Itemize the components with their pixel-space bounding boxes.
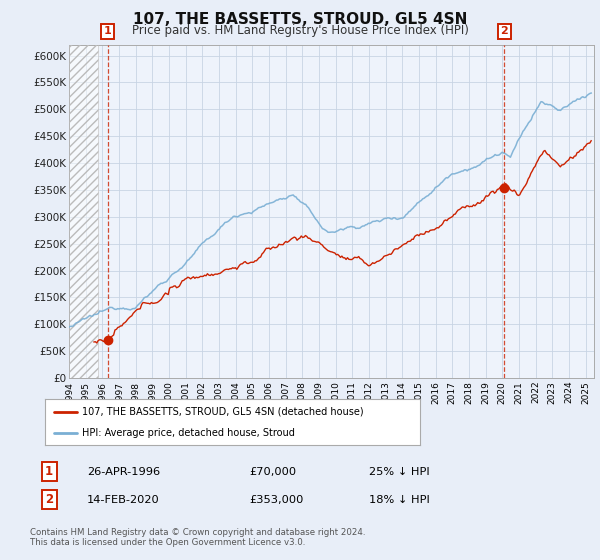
Text: 2: 2 — [500, 26, 508, 36]
Text: 1: 1 — [45, 465, 53, 478]
Text: 14-FEB-2020: 14-FEB-2020 — [87, 494, 160, 505]
Text: 107, THE BASSETTS, STROUD, GL5 4SN (detached house): 107, THE BASSETTS, STROUD, GL5 4SN (deta… — [83, 407, 364, 417]
Text: Contains HM Land Registry data © Crown copyright and database right 2024.
This d: Contains HM Land Registry data © Crown c… — [30, 528, 365, 547]
Text: 107, THE BASSETTS, STROUD, GL5 4SN: 107, THE BASSETTS, STROUD, GL5 4SN — [133, 12, 467, 27]
Text: 1: 1 — [104, 26, 112, 36]
Text: HPI: Average price, detached house, Stroud: HPI: Average price, detached house, Stro… — [83, 428, 295, 438]
Text: £353,000: £353,000 — [249, 494, 304, 505]
Text: £70,000: £70,000 — [249, 466, 296, 477]
Text: Price paid vs. HM Land Registry's House Price Index (HPI): Price paid vs. HM Land Registry's House … — [131, 24, 469, 36]
Text: 25% ↓ HPI: 25% ↓ HPI — [369, 466, 430, 477]
Text: 2: 2 — [45, 493, 53, 506]
Text: 26-APR-1996: 26-APR-1996 — [87, 466, 160, 477]
Text: 18% ↓ HPI: 18% ↓ HPI — [369, 494, 430, 505]
